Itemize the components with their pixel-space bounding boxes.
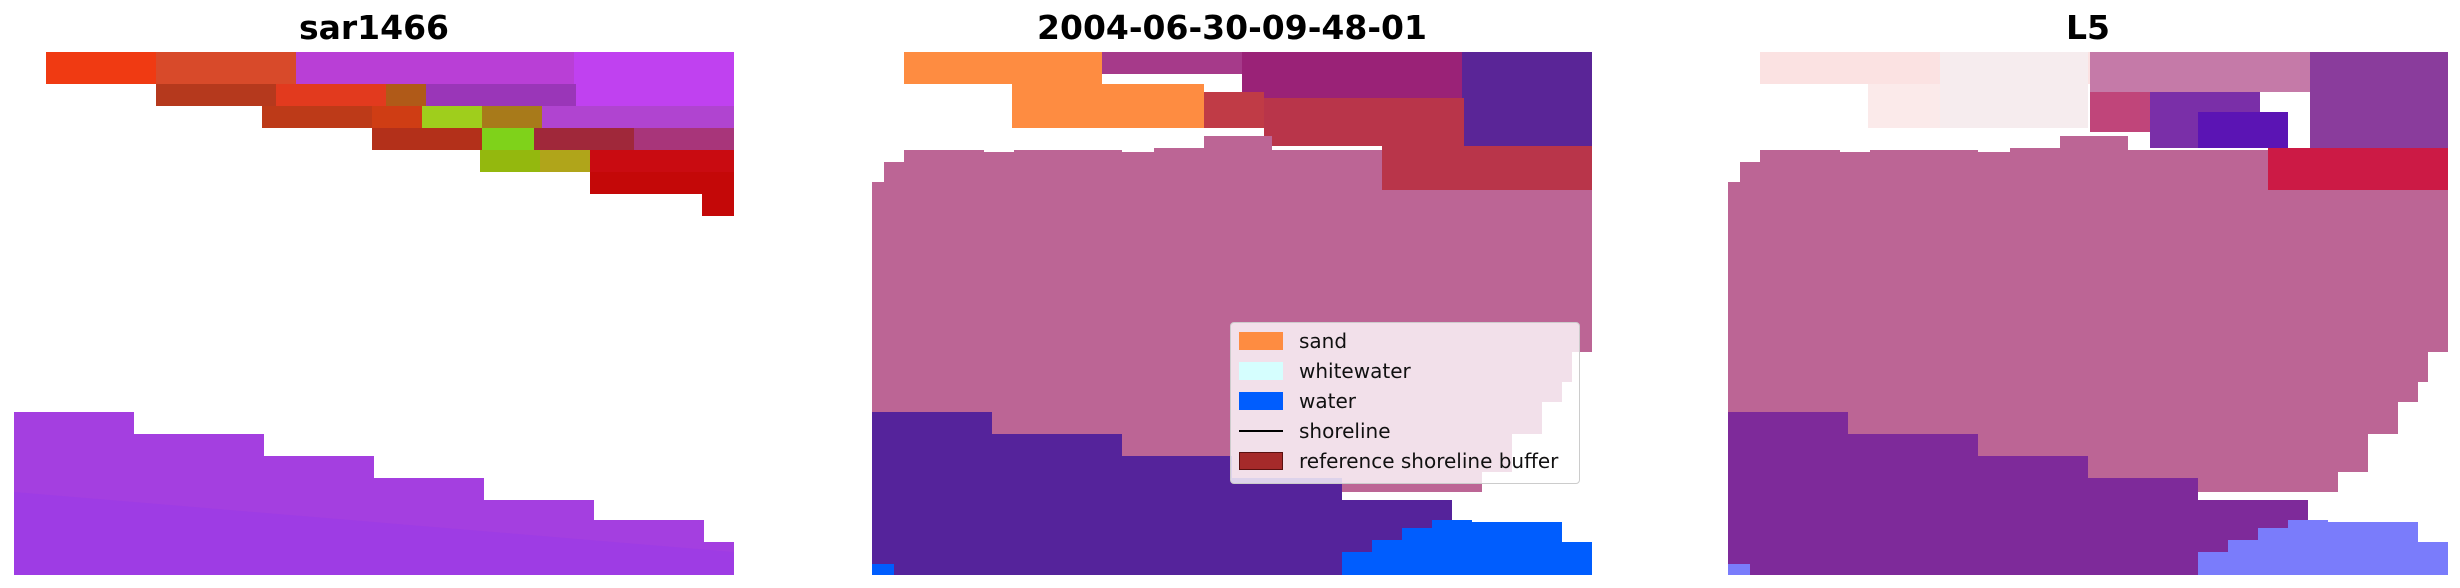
shoreline-line-swatch (1239, 430, 1283, 432)
legend-item-sand: sand (1239, 329, 1347, 353)
legend-label: sand (1299, 329, 1348, 353)
buffer-swatch (1239, 452, 1283, 470)
water-swatch (1239, 392, 1283, 410)
panel-title: L5 (2066, 8, 2110, 47)
panel-title: 2004-06-30-09-48-01 (1037, 8, 1427, 47)
panel-title: sar1466 (298, 8, 450, 47)
panel-classified: 2004-06-30-09-48-01 (872, 0, 1592, 588)
legend-item-water: water (1239, 389, 1356, 413)
sand-swatch (1239, 332, 1283, 350)
legend-item-reference-buffer: reference shoreline buffer (1239, 449, 1558, 473)
legend-label: shoreline (1299, 419, 1391, 443)
classified-image (872, 52, 1592, 575)
panel-rgb-image: sar1466 (14, 0, 734, 588)
l5-image (1728, 52, 2448, 575)
whitewater-swatch (1239, 362, 1283, 380)
panel-l5: L5 (1728, 0, 2448, 588)
legend-label: water (1299, 389, 1356, 413)
legend: sand whitewater water shoreline referenc… (1230, 322, 1580, 484)
legend-label: whitewater (1299, 359, 1411, 383)
legend-item-shoreline: shoreline (1239, 419, 1391, 443)
legend-label: reference shoreline buffer (1299, 449, 1559, 473)
rgb-satellite-image (14, 52, 734, 575)
legend-item-whitewater: whitewater (1239, 359, 1411, 383)
